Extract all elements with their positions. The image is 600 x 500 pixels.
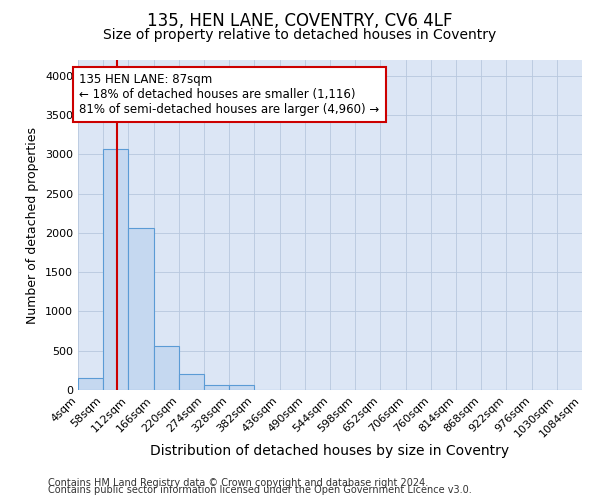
X-axis label: Distribution of detached houses by size in Coventry: Distribution of detached houses by size …: [151, 444, 509, 458]
Bar: [179, 374, 204, 390]
Bar: [204, 384, 229, 390]
Text: Contains HM Land Registry data © Crown copyright and database right 2024.: Contains HM Land Registry data © Crown c…: [48, 478, 428, 488]
Bar: [154, 346, 179, 390]
Bar: [229, 386, 254, 390]
Text: Size of property relative to detached houses in Coventry: Size of property relative to detached ho…: [103, 28, 497, 42]
Y-axis label: Number of detached properties: Number of detached properties: [26, 126, 40, 324]
Bar: [128, 228, 154, 390]
Text: 135 HEN LANE: 87sqm
← 18% of detached houses are smaller (1,116)
81% of semi-det: 135 HEN LANE: 87sqm ← 18% of detached ho…: [79, 74, 380, 116]
Text: Contains public sector information licensed under the Open Government Licence v3: Contains public sector information licen…: [48, 485, 472, 495]
Bar: [78, 378, 103, 390]
Bar: [103, 149, 128, 390]
Text: 135, HEN LANE, COVENTRY, CV6 4LF: 135, HEN LANE, COVENTRY, CV6 4LF: [147, 12, 453, 30]
